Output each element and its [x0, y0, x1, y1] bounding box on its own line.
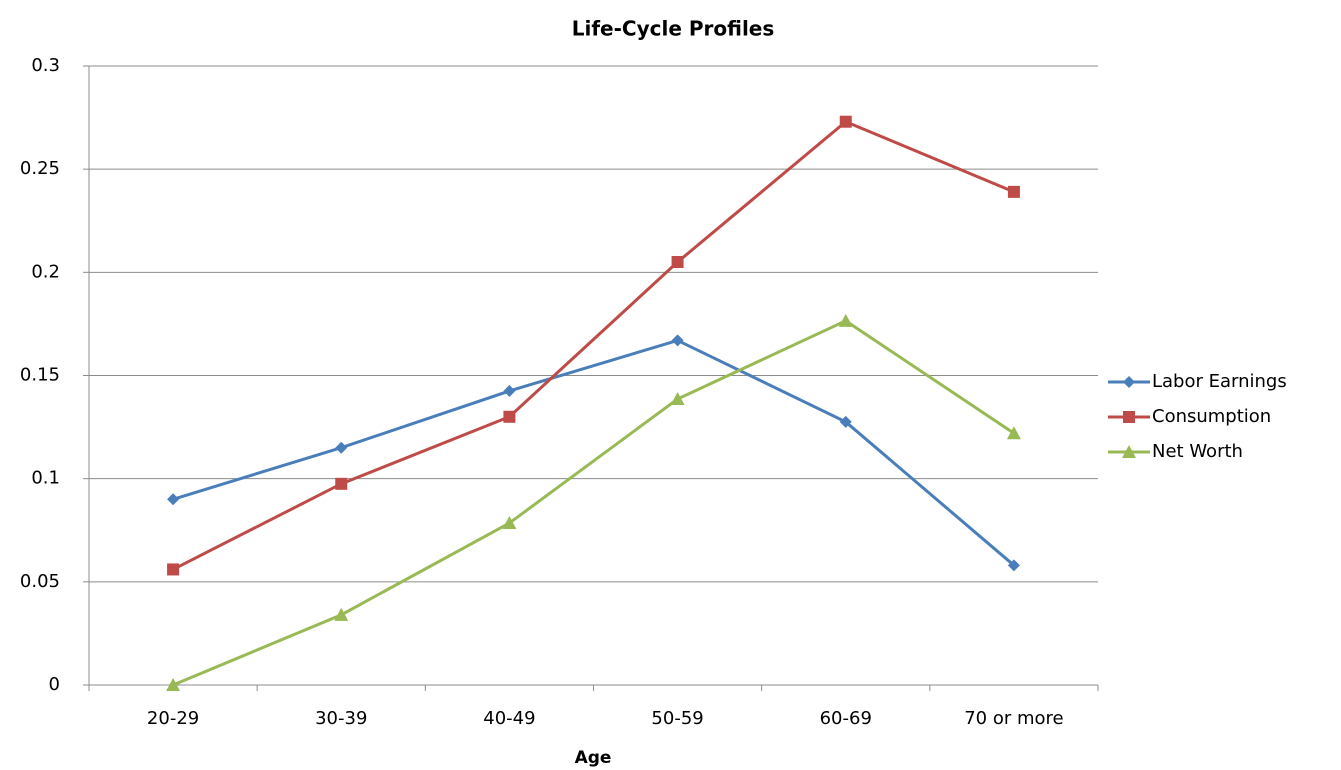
marker [671, 334, 684, 347]
legend-label: Net Worth [1152, 441, 1243, 462]
y-tick-label: 0.3 [31, 55, 60, 76]
x-tick-label: 40-49 [483, 708, 535, 729]
marker [166, 678, 181, 691]
x-tick-label: 70 or more [964, 708, 1063, 729]
marker [502, 516, 517, 530]
x-tick-label: 30-39 [315, 708, 367, 729]
y-tick-label: 0.25 [20, 158, 60, 179]
marker [1006, 426, 1021, 440]
x-tick-label: 60-69 [820, 708, 872, 729]
marker [503, 384, 516, 397]
marker [335, 441, 348, 454]
legend-label: Consumption [1152, 406, 1271, 427]
marker [839, 415, 852, 428]
marker [167, 493, 180, 506]
marker [839, 115, 852, 128]
y-tick-label: 0.05 [20, 571, 60, 592]
marker [1007, 185, 1020, 198]
chart-title: Life-Cycle Profiles [572, 17, 775, 41]
marker [167, 563, 180, 576]
x-tick-label: 50-59 [651, 708, 703, 729]
y-tick-label: 0.15 [20, 365, 60, 386]
marker [1007, 559, 1020, 572]
marker [671, 256, 684, 269]
y-tick-label: 0.2 [31, 261, 60, 282]
legend-marker [1122, 445, 1136, 458]
legend-label: Labor Earnings [1152, 371, 1287, 392]
x-tick-label: 20-29 [147, 708, 199, 729]
marker [838, 313, 853, 327]
y-tick-label: 0 [49, 674, 60, 695]
y-tick-label: 0.1 [31, 468, 60, 489]
marker [670, 392, 685, 406]
legend-marker [1123, 411, 1135, 423]
series-line [172, 319, 1015, 687]
series-line [172, 119, 1015, 571]
marker [503, 410, 516, 423]
x-axis-title: Age [575, 748, 612, 768]
legend-marker [1123, 376, 1135, 388]
series-line [172, 338, 1015, 567]
marker [335, 477, 348, 490]
marker [334, 607, 349, 621]
